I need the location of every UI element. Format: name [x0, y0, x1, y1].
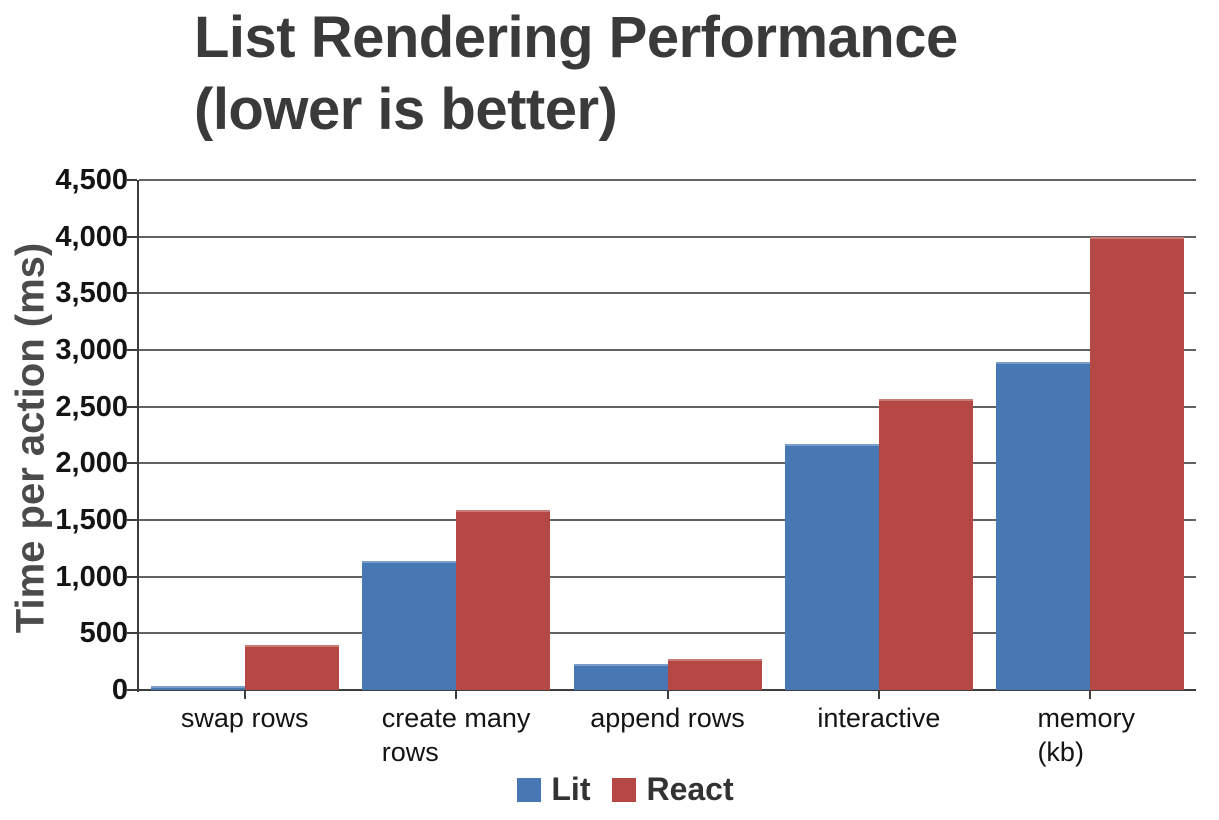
bar-react-4 — [1090, 237, 1185, 690]
legend-label: React — [646, 771, 734, 807]
legend: Lit React — [0, 771, 1219, 808]
y-tick-mark — [127, 235, 137, 238]
gridline — [139, 179, 1196, 181]
y-tick-mark — [127, 349, 137, 351]
y-tick-mark — [127, 179, 137, 181]
bar-lit-3 — [784, 444, 879, 690]
y-tick-label: 1,500 — [55, 504, 128, 536]
y-tick-mark — [127, 519, 137, 521]
x-tick-mark — [243, 690, 246, 699]
legend-item-react: React — [612, 771, 734, 808]
bar-lit-4 — [996, 362, 1091, 690]
x-category-label: memory (kb) — [1037, 701, 1143, 769]
gridline — [139, 519, 1196, 521]
y-tick-label: 4,500 — [55, 164, 128, 196]
gridline — [139, 632, 1196, 635]
gridline — [139, 235, 1196, 238]
x-category-label: create many rows — [382, 701, 531, 769]
chart-title: List Rendering Performance (lower is bet… — [194, 5, 958, 142]
y-tick-label: 500 — [79, 617, 128, 650]
gridline — [139, 292, 1196, 295]
bar-lit-2 — [573, 664, 668, 690]
y-tick-label: 4,000 — [55, 220, 128, 253]
x-tick-mark — [877, 690, 880, 699]
legend-swatch-lit — [517, 777, 542, 802]
y-tick-label: 1,000 — [55, 560, 128, 593]
x-category-label-text: interactive — [817, 703, 941, 733]
gridline — [139, 349, 1196, 351]
plot-area — [127, 179, 1196, 699]
y-tick-label: 0 — [111, 674, 128, 706]
y-tick-mark — [127, 462, 137, 465]
bar-lit-0 — [150, 686, 245, 690]
x-category-label: interactive — [817, 701, 940, 735]
x-category-label: swap rows — [181, 701, 309, 735]
x-tick-mark — [666, 690, 669, 699]
x-category-label-text: swap rows — [180, 703, 309, 733]
y-tick-label: 2,000 — [55, 447, 128, 480]
y-tick-mark — [127, 292, 137, 295]
y-axis-tick-labels: 0 500 1,000 1,500 2,000 2,500 3,000 3,500 4,000 4… — [0, 165, 128, 705]
legend-swatch-react — [612, 777, 637, 802]
legend-item-lit: Lit — [517, 771, 590, 808]
gridline — [139, 405, 1196, 408]
y-tick-label: 3,000 — [55, 334, 128, 366]
x-tick-mark — [1089, 690, 1092, 699]
bar-react-3 — [878, 399, 973, 690]
y-axis-line — [137, 180, 139, 692]
gridline — [139, 575, 1196, 578]
bar-react-0 — [244, 645, 339, 690]
gridline — [139, 462, 1196, 465]
bar-lit-1 — [362, 561, 457, 690]
y-tick-mark — [127, 575, 137, 578]
y-tick-label: 2,500 — [55, 390, 128, 423]
bar-react-2 — [667, 659, 762, 690]
x-tick-mark — [455, 690, 458, 699]
x-category-label-text: memory (kb) — [1037, 703, 1135, 767]
x-axis-tick-labels: swap rows create many rows append rows inte… — [139, 701, 1196, 771]
legend-label: Lit — [551, 771, 591, 807]
x-category-label: append rows — [590, 701, 745, 735]
x-category-label-text: append rows — [590, 703, 745, 733]
y-tick-label: 3,500 — [55, 277, 128, 310]
x-category-label-text: create many rows — [381, 703, 531, 767]
y-tick-mark — [127, 405, 137, 408]
bar-react-1 — [456, 510, 551, 690]
y-tick-mark — [127, 689, 137, 691]
y-tick-mark — [127, 632, 137, 635]
